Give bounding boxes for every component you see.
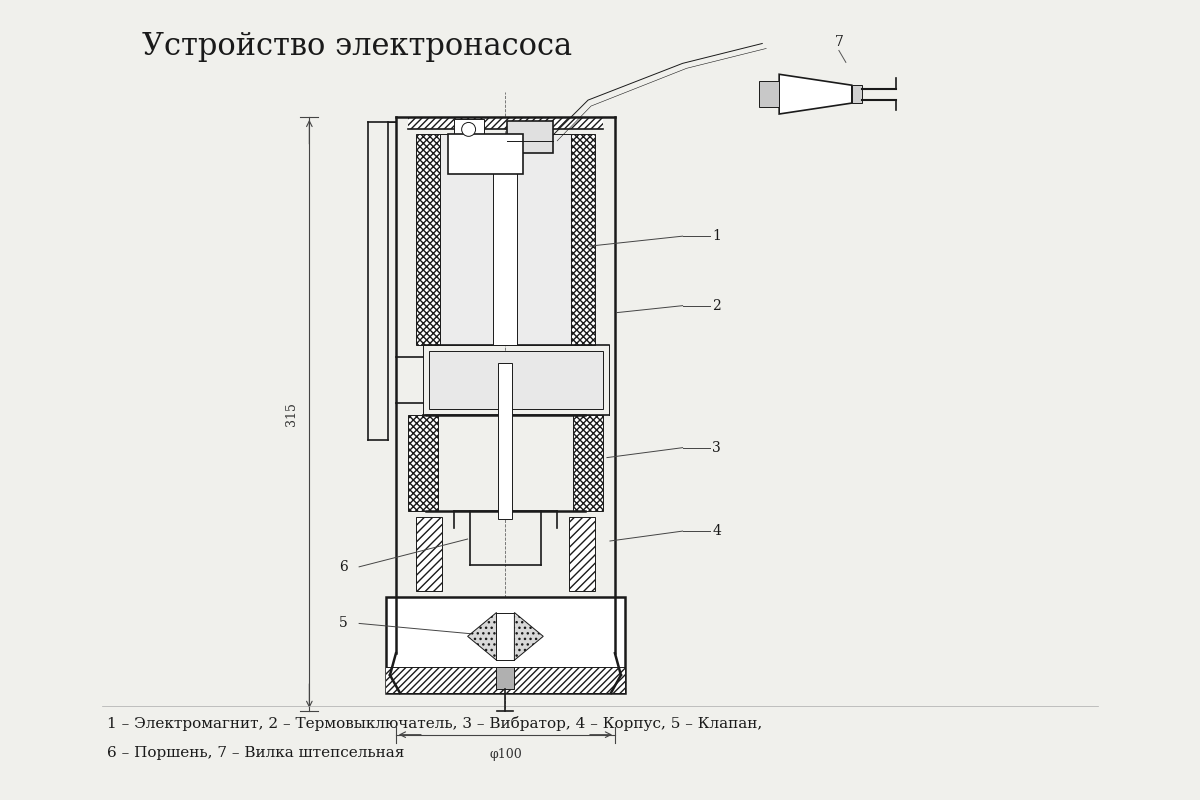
Text: 2: 2 <box>713 298 721 313</box>
Text: Устройство электронасоса: Устройство электронасоса <box>142 30 572 62</box>
Bar <box>852 86 862 103</box>
Bar <box>408 415 438 511</box>
Bar <box>408 117 602 129</box>
Bar <box>454 119 484 140</box>
Text: φ100: φ100 <box>490 748 522 761</box>
Bar <box>386 667 625 693</box>
Bar <box>498 363 512 519</box>
Text: 3: 3 <box>713 441 721 454</box>
Polygon shape <box>468 613 497 660</box>
Circle shape <box>462 122 475 136</box>
Text: 1 – Электромагнит, 2 – Термовыключатель, 3 – Вибратор, 4 – Корпус, 5 – Клапан,: 1 – Электромагнит, 2 – Термовыключатель,… <box>107 716 762 730</box>
Bar <box>386 597 625 693</box>
Text: 4: 4 <box>713 524 721 538</box>
Text: 6: 6 <box>340 560 348 574</box>
Polygon shape <box>779 74 852 114</box>
Bar <box>493 134 517 346</box>
Bar <box>508 121 553 153</box>
Bar <box>574 415 602 511</box>
Text: 7: 7 <box>834 35 844 50</box>
Bar <box>569 517 595 590</box>
Bar <box>497 667 515 689</box>
Bar <box>439 134 571 346</box>
Text: 315: 315 <box>284 402 298 426</box>
Text: 6 – Поршень, 7 – Вилка штепсельная: 6 – Поршень, 7 – Вилка штепсельная <box>107 746 404 759</box>
Bar <box>428 351 602 409</box>
Bar <box>571 134 595 346</box>
Bar <box>448 134 523 174</box>
Bar <box>760 82 779 107</box>
Bar <box>416 134 439 346</box>
Text: 5: 5 <box>340 617 348 630</box>
Bar <box>416 517 442 590</box>
Text: 1: 1 <box>713 229 721 243</box>
Polygon shape <box>515 613 544 660</box>
